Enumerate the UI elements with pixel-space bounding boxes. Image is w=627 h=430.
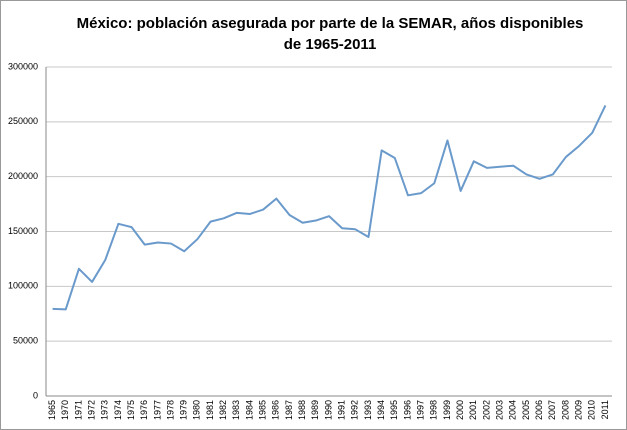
x-tick-label: 1992: [350, 400, 360, 420]
x-tick-label: 1979: [179, 400, 189, 420]
x-tick-label: 1987: [284, 400, 294, 420]
x-tick-label: 2000: [455, 400, 465, 420]
x-tick-label: 1982: [218, 400, 228, 420]
x-tick-label: 1973: [100, 400, 110, 420]
x-tick-label: 1972: [86, 400, 96, 420]
x-tick-label: 2006: [534, 400, 544, 420]
x-tick-label: 1985: [258, 400, 268, 420]
x-tick-label: 1970: [60, 400, 70, 420]
x-tick-label: 1999: [442, 400, 452, 420]
x-tick-label: 1990: [323, 400, 333, 420]
x-tick-label: 1974: [113, 400, 123, 420]
chart-title: de 1965-2011: [284, 36, 377, 53]
x-tick-label: 2001: [468, 400, 478, 420]
x-tick-label: 1998: [429, 400, 439, 420]
x-tick-label: 1980: [192, 400, 202, 420]
x-tick-label: 1994: [376, 400, 386, 420]
x-tick-label: 1977: [152, 400, 162, 420]
x-tick-label: 1995: [389, 400, 399, 420]
x-tick-label: 2004: [508, 400, 518, 420]
x-tick-label: 1986: [271, 400, 281, 420]
y-tick-label: 200000: [8, 171, 38, 181]
chart-title: México: población asegurada por parte de…: [77, 15, 584, 32]
x-tick-label: 1976: [139, 400, 149, 420]
x-tick-label: 1981: [205, 400, 215, 420]
x-tick-label: 1991: [337, 400, 347, 420]
y-tick-label: 0: [33, 390, 38, 400]
y-tick-label: 300000: [8, 61, 38, 71]
x-tick-label: 1983: [231, 400, 241, 420]
x-tick-label: 2009: [573, 400, 583, 420]
x-tick-label: 1984: [244, 400, 254, 420]
x-tick-label: 1971: [73, 400, 83, 420]
x-tick-label: 2003: [494, 400, 504, 420]
y-tick-label: 150000: [8, 226, 38, 236]
x-tick-label: 1989: [310, 400, 320, 420]
x-tick-label: 1965: [47, 400, 57, 420]
y-tick-label: 100000: [8, 281, 38, 291]
data-line: [52, 104, 607, 311]
x-tick-label: 1978: [165, 400, 175, 420]
x-tick-label: 2002: [481, 400, 491, 420]
x-tick-label: 2011: [600, 400, 610, 419]
y-tick-label: 50000: [13, 336, 38, 346]
x-tick-label: 1988: [297, 400, 307, 420]
x-tick-label: 1975: [126, 400, 136, 420]
y-tick-label: 250000: [8, 116, 38, 126]
x-tick-label: 2007: [547, 400, 557, 420]
x-tick-label: 2008: [560, 400, 570, 420]
x-tick-label: 2010: [587, 400, 597, 420]
x-tick-label: 2005: [521, 400, 531, 420]
x-tick-label: 1996: [402, 400, 412, 420]
x-tick-label: 1997: [416, 400, 426, 420]
x-tick-label: 1993: [363, 400, 373, 420]
